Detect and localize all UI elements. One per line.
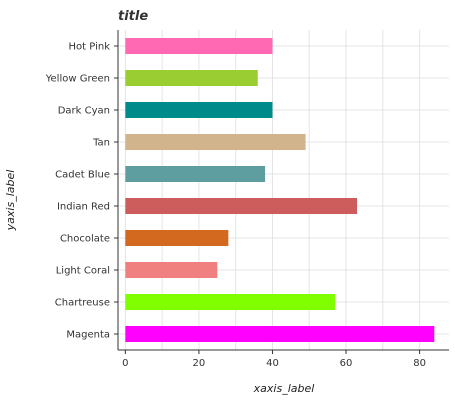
y-tick-label: Light Coral xyxy=(56,266,110,277)
bar-indian-red xyxy=(125,198,358,214)
y-tick-label: Magenta xyxy=(66,330,110,341)
bar-chartreuse xyxy=(125,294,335,310)
y-tick-label: Tan xyxy=(92,138,110,149)
bar-dark-cyan xyxy=(125,102,273,118)
y-tick-label: Chocolate xyxy=(60,234,110,245)
y-tick-label: Hot Pink xyxy=(69,42,111,53)
bar-tan xyxy=(125,134,306,150)
axes: 0 20 40 60 80 Magenta Chartreuse Light Coral Cho… xyxy=(45,30,449,369)
bar-yellow-green xyxy=(125,70,258,86)
bar-chocolate xyxy=(125,230,229,246)
chart-title: title xyxy=(118,9,148,24)
bar-light-coral xyxy=(125,262,218,278)
bar-hot-pink xyxy=(125,38,273,54)
x-tick-label: 40 xyxy=(266,358,279,369)
y-axis-title: yaxis_label xyxy=(4,170,17,232)
y-tick-label: Yellow Green xyxy=(45,74,110,85)
y-tick-label: Cadet Blue xyxy=(55,170,110,181)
x-tick-label: 60 xyxy=(340,358,353,369)
x-axis-title: xaxis_label xyxy=(253,382,315,395)
bar-magenta xyxy=(125,326,435,342)
x-tick-label: 0 xyxy=(122,358,128,369)
y-tick-label: Indian Red xyxy=(57,202,110,213)
x-tick-label: 80 xyxy=(413,358,426,369)
y-tick-label: Dark Cyan xyxy=(58,106,110,117)
bar-cadet-blue xyxy=(125,166,266,182)
bars xyxy=(125,38,435,342)
x-tick-label: 20 xyxy=(193,358,206,369)
y-tick-label: Chartreuse xyxy=(55,298,110,309)
